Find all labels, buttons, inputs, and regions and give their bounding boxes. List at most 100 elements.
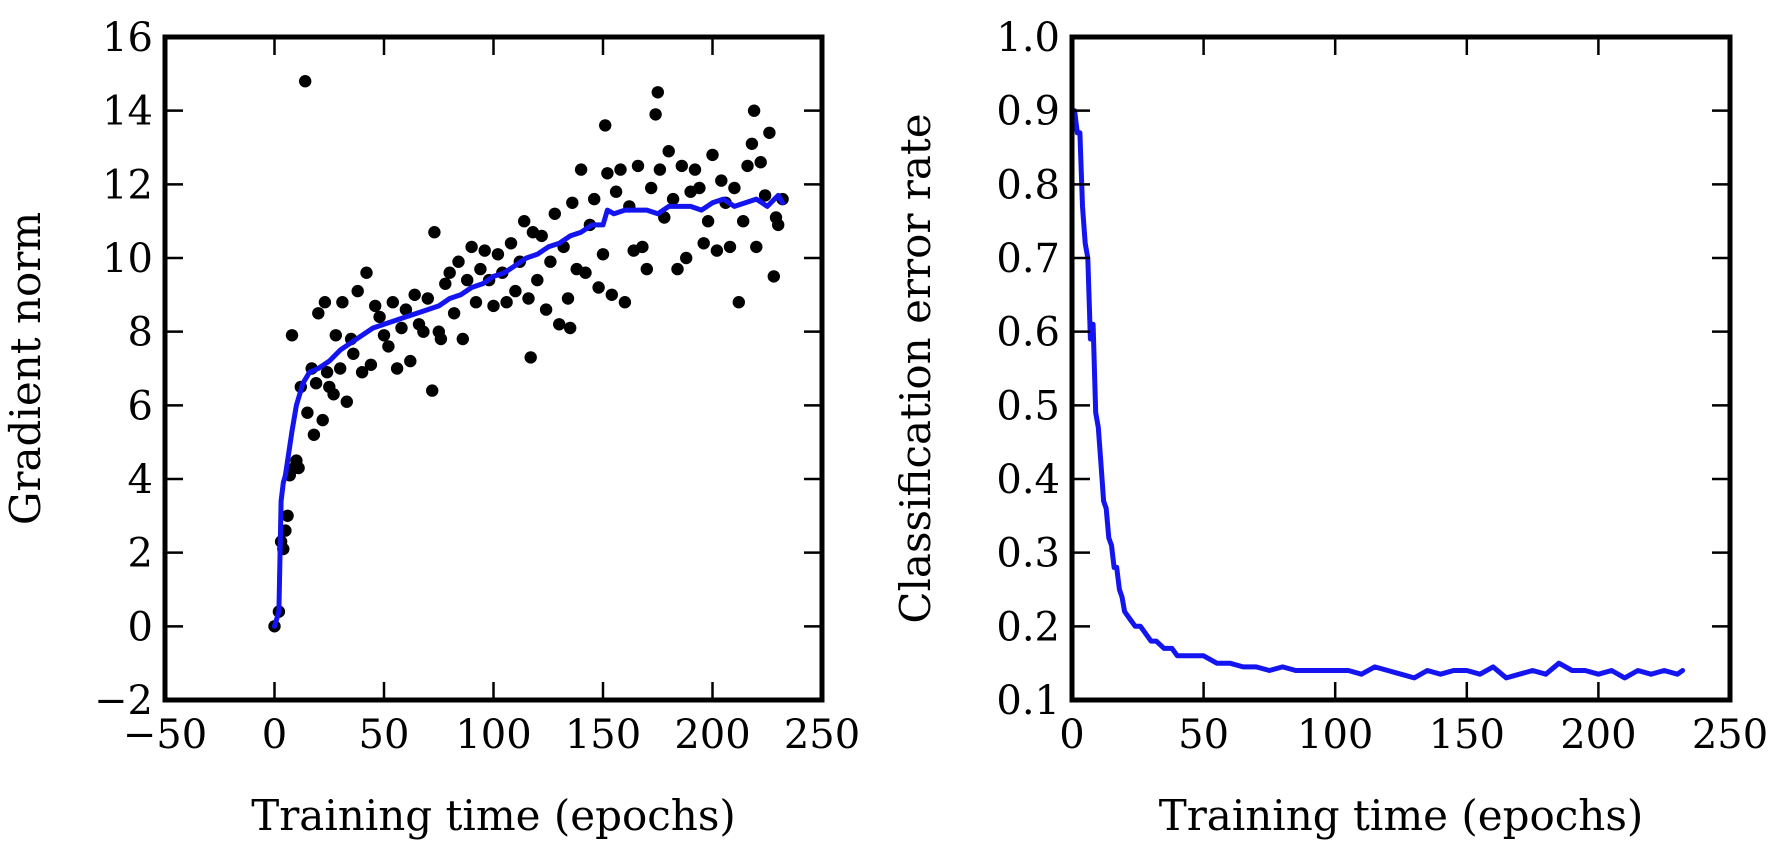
left-scatter-point [285, 329, 299, 342]
left-scatter-point [504, 237, 518, 250]
left-scatter-point [500, 296, 513, 309]
left-scatter-point [710, 244, 724, 257]
right-y-tick-label: 0.7 [996, 236, 1060, 282]
left-scatter-point [292, 461, 305, 475]
left-scatter-point [390, 362, 404, 375]
left-scatter-point [329, 329, 342, 342]
left-scatter-point [618, 296, 632, 309]
left-scatter-point [596, 248, 610, 261]
left-scatter-point [377, 329, 391, 342]
left-scatter-point [452, 255, 465, 268]
left-scatter-point [404, 354, 417, 368]
left-y-tick-label: 16 [102, 15, 153, 61]
left-x-tick-label: 200 [674, 712, 750, 758]
left-scatter-point [588, 192, 601, 206]
left-scatter-point [320, 366, 334, 379]
left-y-tick-label: 0 [128, 604, 153, 650]
right-y-tick-label: 0.6 [996, 310, 1060, 356]
left-scatter-point [336, 296, 349, 309]
left-scatter-point [360, 266, 373, 279]
left-scatter-point [772, 218, 785, 232]
left-x-tick-label: 150 [565, 712, 641, 758]
left-scatter-point [539, 303, 553, 316]
right-x-tick-label: 0 [1059, 712, 1084, 758]
left-scatter-point [428, 226, 441, 239]
left-x-tick-label: 0 [262, 712, 287, 758]
left-scatter-point [599, 119, 612, 132]
left-scatter-point [732, 296, 745, 309]
left-x-tick-label: 50 [359, 712, 410, 758]
left-scatter-point [417, 325, 430, 338]
left-scatter-point [531, 273, 544, 287]
left-y-tick-label: 8 [128, 310, 153, 356]
left-x-tick-label: 250 [784, 712, 860, 758]
right-x-tick-label: 250 [1692, 712, 1768, 758]
left-y-tick-label: 12 [102, 162, 153, 208]
left-scatter-point [469, 296, 483, 309]
left-scatter-point [747, 104, 761, 117]
left-scatter-point [347, 347, 360, 360]
right-y-tick-label: 0.8 [996, 162, 1060, 208]
left-scatter-point [544, 255, 557, 268]
left-scatter-point [728, 181, 741, 195]
left-scatter-point [609, 185, 623, 198]
left-y-tick-label: 6 [128, 383, 153, 429]
left-scatter-point [758, 189, 772, 202]
left-scatter-point [456, 332, 469, 346]
left-scatter-point [522, 292, 535, 305]
left-y-tick-label: 2 [128, 531, 153, 577]
right-x-axis-title: Training time (epochs) [1159, 791, 1644, 840]
gradient-norm-chart: −50 0 50 100 150 200 250 −2 0 2 4 6 8 10 12 14 16 Trainin… [1, 15, 860, 840]
left-scatter-point [671, 262, 684, 276]
left-scatter-point [364, 358, 378, 371]
right-series-line [1069, 108, 1686, 681]
right-y-tick-label: 0.3 [996, 531, 1060, 577]
left-scatter-point [535, 229, 548, 243]
left-scatter-point [649, 108, 662, 121]
left-scatter-point [723, 240, 737, 254]
left-scatter-point [653, 163, 667, 176]
left-scatter-point [636, 240, 649, 254]
left-scatter-point [447, 307, 461, 320]
left-scatter-point [465, 240, 478, 254]
left-x-axis-title: Training time (epochs) [251, 791, 736, 840]
left-scatter-point [439, 277, 452, 290]
left-scatter-point [399, 303, 413, 316]
left-scatter-point [316, 413, 329, 427]
left-scatter-point [715, 174, 728, 187]
left-scatter-point [666, 192, 680, 206]
right-x-tick-label: 50 [1178, 712, 1229, 758]
left-scatter-point [706, 148, 719, 162]
left-scatter-point [640, 262, 653, 276]
left-scatter-point [369, 299, 382, 313]
left-scatter-point [474, 262, 487, 276]
left-scatter-point [566, 196, 579, 209]
left-scatter-series [268, 75, 789, 633]
left-y-axis-title: Gradient norm [1, 212, 50, 525]
right-y-tick-label: 1.0 [996, 15, 1060, 61]
left-scatter-point [426, 384, 439, 397]
left-scatter-point [355, 366, 369, 379]
right-y-tick-label: 0.9 [996, 89, 1060, 135]
left-scatter-point [631, 159, 645, 173]
left-y-tick-label: 10 [102, 236, 153, 282]
left-scatter-point [334, 362, 347, 375]
left-scatter-point [518, 215, 531, 228]
left-scatter-point [701, 215, 715, 228]
left-scatter-point [281, 509, 294, 522]
right-plot-frame [1069, 34, 1733, 703]
left-x-tick-label: −50 [123, 712, 207, 758]
right-x-tick-label: 200 [1560, 712, 1636, 758]
left-scatter-point [579, 266, 592, 279]
right-y-tick-label: 0.5 [996, 383, 1060, 429]
left-scatter-point [697, 237, 710, 250]
left-scatter-point [524, 351, 537, 364]
left-scatter-point [553, 318, 566, 331]
right-y-axis-title: Classification error rate [891, 113, 940, 623]
left-scatter-point [601, 167, 614, 180]
left-scatter-point [309, 377, 323, 390]
left-scatter-point [461, 273, 474, 287]
left-scatter-point [745, 137, 759, 150]
left-scatter-point [548, 207, 561, 220]
